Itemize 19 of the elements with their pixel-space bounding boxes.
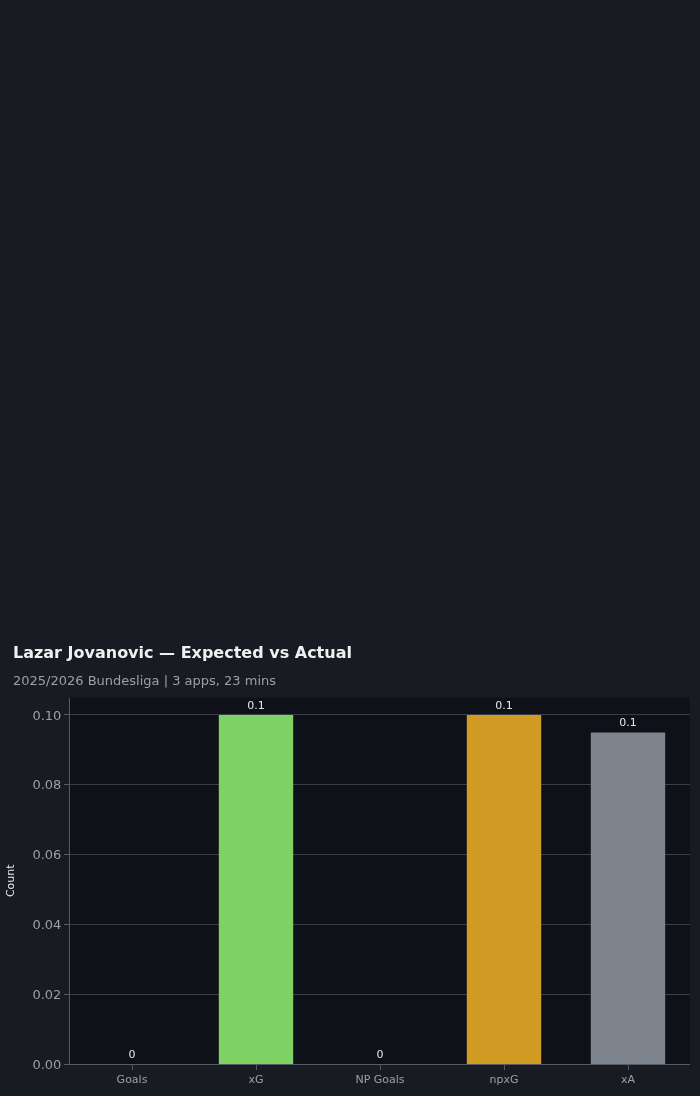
y-axis-title: Count	[4, 863, 18, 898]
y-tick-label: 0.00	[32, 1056, 62, 1072]
data-label: 0.1	[247, 698, 265, 712]
x-tick-label: xG	[248, 1073, 264, 1087]
y-tick-label: 0.08	[32, 777, 62, 793]
x-tick-label: npxG	[489, 1073, 519, 1087]
y-tick-label: 0.04	[32, 916, 62, 932]
data-label: 0	[376, 1048, 384, 1061]
x-tick-label: NP Goals	[355, 1073, 405, 1087]
chart-subtitle: 2025/2026 Bundesliga | 3 apps, 23 mins	[13, 673, 277, 688]
x-tick-label: Goals	[116, 1073, 148, 1087]
y-tick-label: 0.02	[32, 986, 62, 1002]
data-label: 0.1	[619, 716, 637, 730]
data-label: 0	[128, 1048, 136, 1061]
y-tick-label: 0.06	[32, 847, 62, 863]
chart-title: Lazar Jovanovic — Expected vs Actual	[13, 643, 352, 662]
y-tick-label: 0.10	[32, 707, 62, 723]
data-label: 0.1	[495, 698, 513, 712]
x-tick-label: xA	[620, 1073, 636, 1087]
